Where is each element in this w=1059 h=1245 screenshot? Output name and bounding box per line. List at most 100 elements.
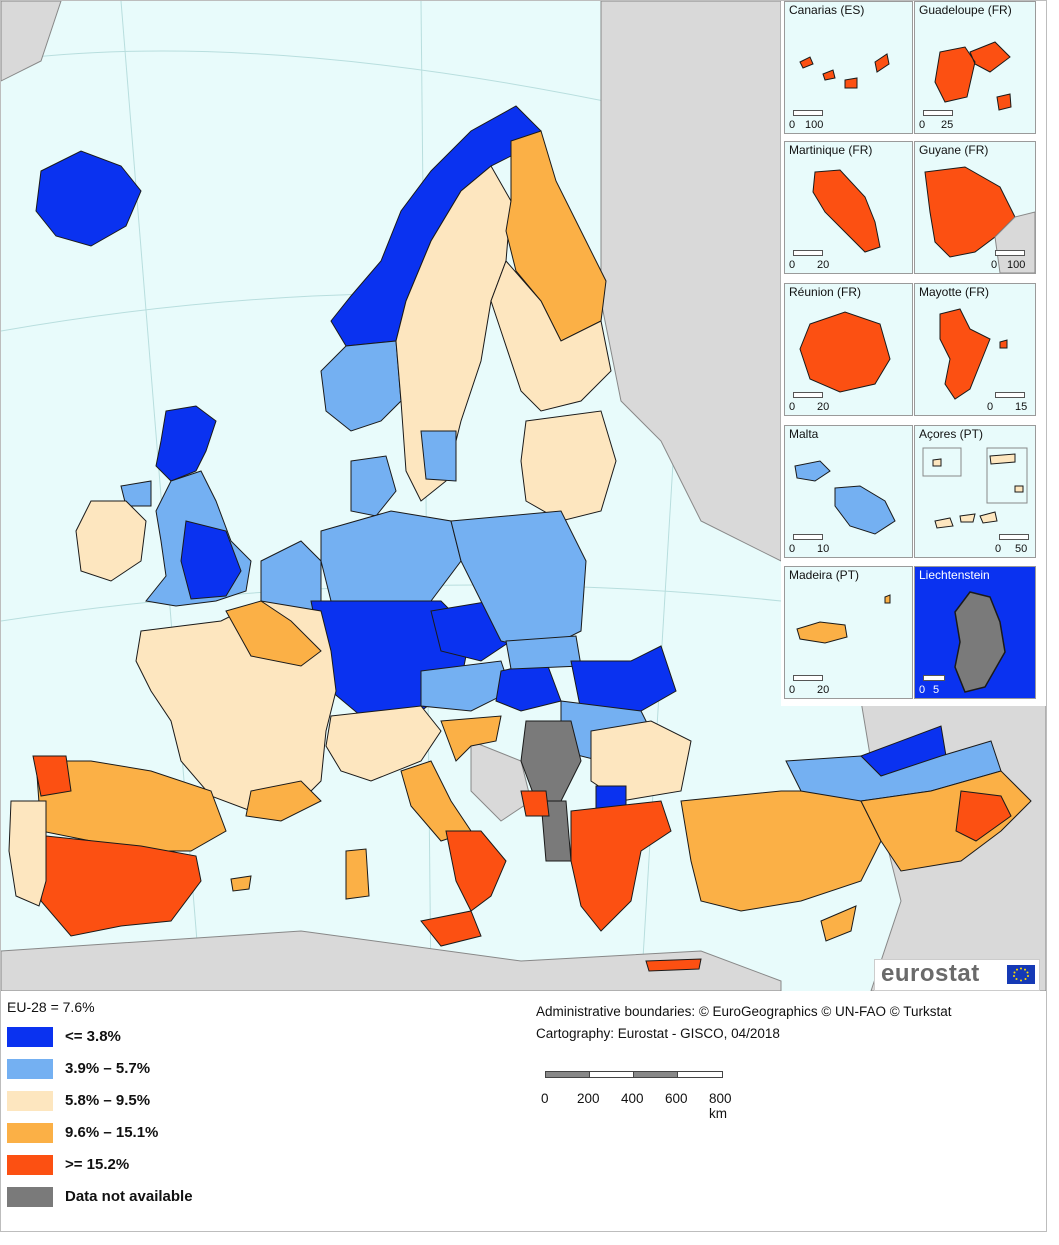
- inset-shape: [799, 311, 891, 393]
- inset-title: Malta: [789, 427, 819, 441]
- scale-tick: 800 km: [709, 1091, 732, 1121]
- inset-scale-end: 10: [817, 543, 830, 555]
- inset-guyane: Guyane (FR) 0 100: [914, 141, 1036, 274]
- scale-tick: 200: [577, 1091, 600, 1106]
- inset-scale-end: 15: [1015, 401, 1028, 413]
- inset-shape: [796, 594, 891, 644]
- legend-swatch: [7, 1155, 53, 1175]
- inset-scale-start: 0: [919, 119, 926, 131]
- legend-label: 3.9% – 5.7%: [65, 1060, 151, 1077]
- legend-swatch: [7, 1059, 53, 1079]
- region-austria: [420, 660, 512, 712]
- region-cyprus: [820, 905, 857, 942]
- inset-scale-start: 0: [995, 543, 1002, 555]
- region-sicily: [420, 910, 482, 947]
- legend-swatch: [7, 1123, 53, 1143]
- region-scotland: [155, 405, 217, 482]
- region-bulgaria: [590, 720, 692, 802]
- inset-mayotte: Mayotte (FR) 0 15: [914, 283, 1036, 416]
- km-scale-bar: 0 200 400 600 800 km: [541, 1071, 741, 1121]
- region-croatia: [440, 715, 502, 762]
- inset-scale-start: 0: [789, 401, 796, 413]
- region-italy-north: [325, 705, 442, 782]
- inset-scale-start: 0: [789, 543, 796, 555]
- inset-shape: [954, 591, 1006, 693]
- inset-reunion: Réunion (FR) 0 20: [784, 283, 913, 416]
- inset-title: Guadeloupe (FR): [919, 3, 1012, 17]
- legend-swatch: [7, 1187, 53, 1207]
- region-italy-south: [445, 830, 507, 912]
- region-sweden-south: [420, 430, 457, 482]
- cartography-credit: Cartography: Eurostat - GISCO, 04/2018: [536, 1026, 780, 1041]
- scale-segment: [545, 1071, 591, 1078]
- scale-segment: [677, 1071, 723, 1078]
- inset-scale-bar: [923, 675, 945, 681]
- inset-scale-start: 0: [789, 259, 796, 271]
- inset-scale-end: 50: [1015, 543, 1028, 555]
- inset-title: Guyane (FR): [919, 143, 989, 157]
- scale-segment: [589, 1071, 635, 1078]
- inset-martinique: Martinique (FR) 0 20: [784, 141, 913, 274]
- region-turkey-west: [680, 790, 882, 912]
- inset-scale-bar: [999, 534, 1029, 540]
- region-ireland: [75, 500, 147, 582]
- region-crete: [645, 958, 702, 972]
- logo-text: eurostat: [881, 960, 980, 987]
- legend-swatch: [7, 1027, 53, 1047]
- region-spain-galicia: [32, 755, 72, 797]
- inset-madeira: Madeira (PT) 0 20: [784, 566, 913, 699]
- inset-scale-bar: [995, 392, 1025, 398]
- region-portugal: [8, 800, 47, 907]
- region-slovakia: [505, 635, 582, 670]
- inset-shape: [794, 460, 896, 535]
- inset-shape: [934, 41, 1012, 111]
- inset-shape: [922, 447, 1028, 529]
- inset-liechtenstein: Liechtenstein 0 5: [914, 566, 1036, 699]
- scale-tick: 0: [541, 1091, 549, 1106]
- inset-scale-end: 25: [941, 119, 954, 131]
- inset-acores: Açores (PT) 0 50: [914, 425, 1036, 558]
- region-denmark: [350, 455, 397, 517]
- legend-label: 9.6% – 15.1%: [65, 1124, 159, 1141]
- inset-scale-start: 0: [919, 684, 926, 696]
- region-sardinia: [345, 848, 370, 900]
- inset-scale-bar: [793, 250, 823, 256]
- inset-title: Açores (PT): [919, 427, 984, 441]
- eu-average-label: EU-28 = 7.6%: [7, 999, 95, 1015]
- eurostat-logo: eurostat: [874, 959, 1040, 991]
- inset-guadeloupe: Guadeloupe (FR) 0 25: [914, 1, 1036, 134]
- scale-tick: 400: [621, 1091, 644, 1106]
- legend-label: 5.8% – 9.5%: [65, 1092, 151, 1109]
- map-legend: EU-28 = 7.6% <= 3.8% 3.9% – 5.7% 5.8% – …: [1, 991, 521, 1231]
- inset-scale-bar: [923, 110, 953, 116]
- inset-scale-bar: [793, 392, 823, 398]
- region-balearics: [230, 875, 252, 892]
- region-romania-north: [570, 645, 677, 712]
- inset-shape: [799, 53, 890, 89]
- region-turkey-southeast: [955, 790, 1012, 842]
- inset-scale-bar: [793, 110, 823, 116]
- region-france-north: [225, 600, 322, 667]
- inset-shape: [939, 308, 1008, 400]
- map-canvas: [1, 1, 1046, 991]
- scale-tick: 600: [665, 1091, 688, 1106]
- legend-label: >= 15.2%: [65, 1156, 130, 1173]
- inset-title: Canarias (ES): [789, 3, 865, 17]
- inset-shape: [924, 166, 1035, 273]
- legend-label: <= 3.8%: [65, 1028, 121, 1045]
- inset-title: Réunion (FR): [789, 285, 862, 299]
- inset-title: Madeira (PT): [789, 568, 860, 582]
- inset-scale-start: 0: [789, 684, 796, 696]
- inset-malta: Malta 0 10: [784, 425, 913, 558]
- region-serbia-no-data: [520, 720, 582, 802]
- inset-title: Mayotte (FR): [919, 285, 990, 299]
- scale-segment: [633, 1071, 679, 1078]
- inset-title: Liechtenstein: [919, 568, 990, 582]
- region-norway-south: [320, 340, 402, 432]
- inset-scale-bar: [793, 675, 823, 681]
- inset-scale-bar: [793, 534, 823, 540]
- inset-title: Martinique (FR): [789, 143, 873, 157]
- inset-scale-end: 5: [933, 684, 940, 696]
- inset-scale-end: 100: [1007, 259, 1026, 271]
- inset-scale-bar: [995, 250, 1025, 256]
